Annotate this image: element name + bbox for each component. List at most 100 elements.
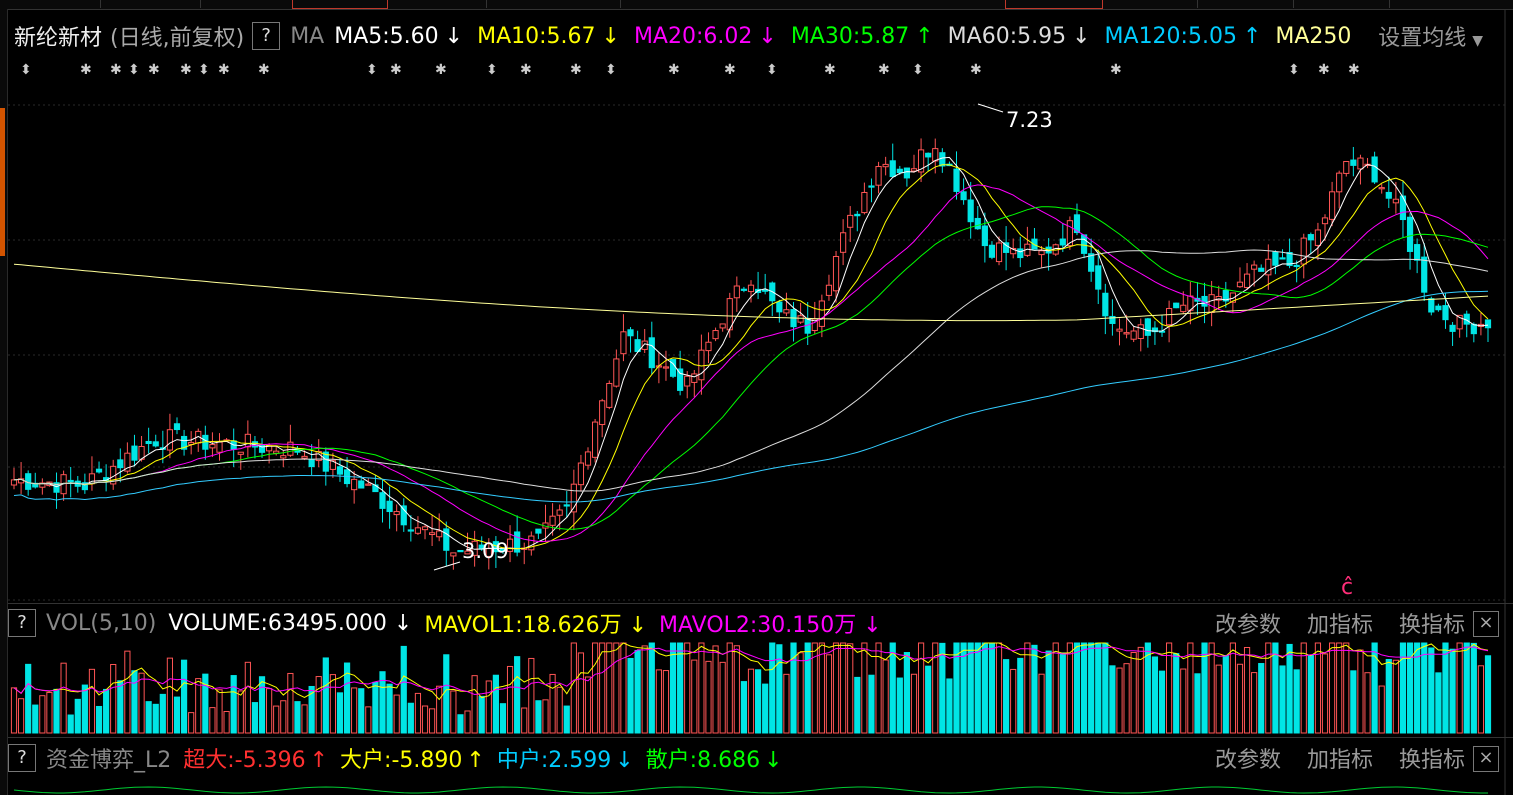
flow-switch-indicator-button[interactable]: 换指标 [1398, 748, 1465, 773]
period-tab-active[interactable] [292, 0, 388, 9]
ma-legend-arrow: ↓ [601, 23, 620, 49]
volume-bar [811, 642, 818, 734]
candle-body [967, 199, 974, 223]
period-tab[interactable] [100, 0, 201, 8]
event-marker-icon[interactable]: ✱ [668, 62, 680, 78]
candle-body [691, 373, 698, 383]
event-marker-icon[interactable]: ⬍ [366, 62, 378, 78]
event-marker-icon[interactable]: ✱ [180, 62, 192, 78]
event-marker-icon[interactable]: ✱ [110, 62, 122, 78]
volume-bar [287, 672, 294, 734]
period-tab[interactable] [0, 0, 101, 8]
volume-bar [1279, 665, 1286, 734]
period-tab[interactable] [1101, 0, 1198, 8]
event-marker-icon[interactable]: ✱ [570, 62, 582, 78]
flow-help-button[interactable]: ? [8, 744, 36, 772]
event-marker-icon[interactable]: ✱ [520, 62, 532, 78]
volume-bar [1314, 642, 1322, 734]
volume-bar [769, 642, 776, 734]
volume-bar [223, 710, 230, 734]
ma-setting-button[interactable]: 设置均线 ▼ [1374, 20, 1483, 52]
candle-body [117, 459, 124, 469]
event-marker-icon[interactable]: ⬍ [766, 62, 778, 78]
volume-bar [159, 693, 166, 734]
ma-setting-label: 设置均线 [1378, 26, 1467, 51]
candle-body [1130, 330, 1137, 340]
volume-bar [202, 673, 209, 734]
volume-bar [925, 665, 932, 734]
event-marker-icon[interactable]: ⬍ [20, 62, 32, 78]
event-marker-icon[interactable]: ⬍ [605, 62, 617, 78]
help-button[interactable]: ? [252, 22, 281, 50]
volume-bar [747, 668, 755, 734]
candle-body [400, 505, 407, 526]
volume-bar [804, 642, 811, 734]
event-marker-icon[interactable]: ✱ [80, 62, 92, 78]
ma-legend-text: MA5:5.60 [334, 23, 439, 49]
candle-body [861, 191, 868, 214]
flow-legend-item: 大户:-5.890 ↑ [340, 742, 485, 774]
candle-body [662, 366, 670, 369]
period-tab[interactable] [1293, 0, 1390, 8]
candle-body [188, 441, 195, 445]
candle-body [1314, 229, 1322, 246]
flow-legend-arrow: ↓ [615, 748, 634, 773]
event-marker-icon[interactable]: ✱ [148, 62, 160, 78]
event-marker-icon[interactable]: ✱ [258, 62, 270, 78]
volume-bar [939, 642, 946, 734]
mavol2-line [13, 646, 1489, 696]
vol-help-button[interactable]: ? [8, 609, 36, 637]
ma-items: MA5:5.60 ↓ MA10:5.67 ↓ MA20:6.02 ↓ MA30:5.87 ↑ M… [334, 24, 1365, 49]
event-marker-icon[interactable]: ✱ [435, 62, 447, 78]
volume-bar [953, 642, 960, 734]
event-marker-icon[interactable]: ✱ [970, 62, 982, 78]
volume-bar [244, 661, 251, 734]
flow-edit-params-button[interactable]: 改参数 [1214, 748, 1281, 773]
volume-bar [308, 685, 315, 734]
volume-bar [740, 681, 748, 734]
vol-switch-indicator-button[interactable]: 换指标 [1398, 613, 1465, 638]
event-marker-row: ⬍ ✱ ✱ ⬍ ✱ ✱ ⬍ ✱ ✱ ⬍ ✱ ✱ ⬍ ✱ ✱ ⬍ ✱ ✱ ⬍ ✱ ✱ ⬍ ✱ ✱ ⬍ ✱ ✱ [0, 62, 1513, 84]
volume-bar [124, 650, 131, 734]
event-marker-icon[interactable]: ⬍ [198, 62, 210, 78]
candle-body [535, 528, 542, 534]
event-marker-icon[interactable]: ⬍ [1288, 62, 1300, 78]
volume-bar [542, 699, 549, 734]
period-tab-active[interactable] [1005, 0, 1103, 9]
event-marker-icon[interactable]: ⬍ [128, 62, 140, 78]
event-marker-icon[interactable]: ✱ [1110, 62, 1122, 78]
event-marker-icon[interactable]: ✱ [1318, 62, 1330, 78]
volume-bar [39, 695, 46, 734]
high-price-label: 7.23 [1006, 108, 1053, 132]
ma-legend-item: MA10:5.67 ↓ [477, 24, 620, 49]
event-marker-icon[interactable]: ✱ [724, 62, 736, 78]
vol-close-button[interactable]: × [1473, 611, 1499, 637]
event-marker-icon[interactable]: ✱ [390, 62, 402, 78]
ma-legend-item: MA20:6.02 ↓ [634, 24, 777, 49]
volume-bar [840, 642, 847, 734]
ma-legend-text: MA250 [1275, 23, 1352, 49]
period-tab[interactable] [486, 0, 621, 8]
event-marker-icon[interactable]: ✱ [824, 62, 836, 78]
flow-add-indicator-button[interactable]: 加指标 [1306, 748, 1373, 773]
volume-bar [379, 671, 386, 734]
candle-body [684, 375, 691, 387]
volume-bar [74, 698, 81, 734]
event-marker-icon[interactable]: ⬍ [912, 62, 924, 78]
event-marker-icon[interactable]: ⬍ [486, 62, 498, 78]
event-marker-icon[interactable]: ✱ [1348, 62, 1360, 78]
vol-add-indicator-button[interactable]: 加指标 [1306, 613, 1373, 638]
period-tab[interactable] [1197, 0, 1294, 8]
volume-bar [1350, 670, 1357, 734]
flow-legend-text: 散户:8.686 [645, 748, 761, 773]
vol-edit-params-button[interactable]: 改参数 [1214, 613, 1281, 638]
event-marker-icon[interactable]: ✱ [218, 62, 230, 78]
volume-bar [1428, 647, 1435, 734]
event-marker-icon[interactable]: ✱ [878, 62, 890, 78]
flow-close-button[interactable]: × [1473, 746, 1499, 772]
period-tab[interactable] [386, 0, 487, 8]
ma-legend-item: MA60:5.95 ↓ [948, 24, 1091, 49]
volume-bar [365, 706, 372, 734]
volume-bar [932, 642, 939, 734]
